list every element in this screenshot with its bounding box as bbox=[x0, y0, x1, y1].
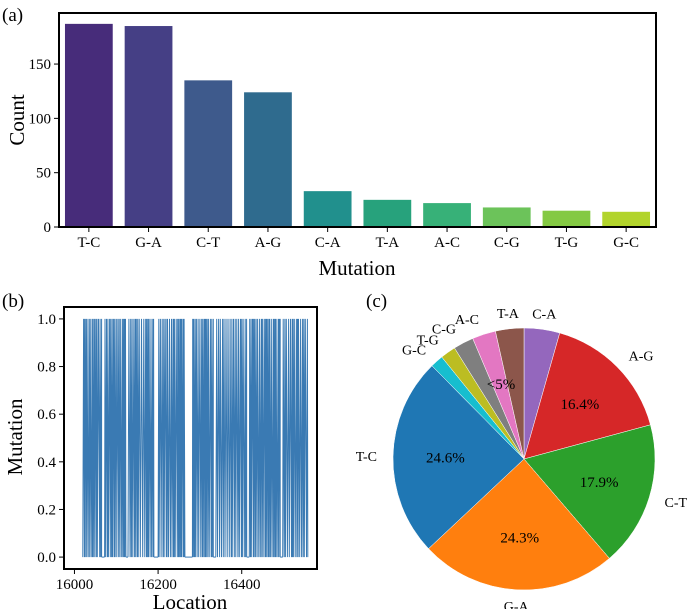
x-tick-label: G-C bbox=[613, 235, 639, 251]
bar-chart-ylabel: Count bbox=[5, 94, 29, 146]
pie-percent-label: 24.6% bbox=[426, 451, 465, 467]
pie-label: G-C bbox=[402, 343, 426, 358]
pie-percent-label: 17.9% bbox=[580, 475, 619, 491]
x-tick-label: 16000 bbox=[56, 577, 94, 593]
bar-C-G bbox=[482, 207, 531, 227]
panel-label-b: (b) bbox=[2, 291, 24, 312]
x-tick-label: T-C bbox=[77, 235, 100, 251]
pie-label: T-A bbox=[497, 307, 520, 322]
pie-label: T-G bbox=[417, 333, 439, 348]
mutation-series-line bbox=[82, 318, 309, 558]
x-tick-label: C-G bbox=[494, 235, 520, 251]
x-tick-label: 16400 bbox=[223, 577, 261, 593]
y-tick-label: 0.2 bbox=[37, 502, 56, 518]
bar-T-G bbox=[542, 210, 591, 227]
y-tick-label: 100 bbox=[29, 111, 52, 127]
x-tick-label: T-G bbox=[555, 235, 579, 251]
bar-T-A bbox=[363, 199, 412, 227]
line-chart-ylabel: Mutation bbox=[3, 398, 27, 475]
line-chart-frame bbox=[63, 306, 318, 570]
y-tick-label: 0.0 bbox=[37, 550, 56, 566]
bar-C-T bbox=[184, 80, 233, 227]
pie-percent-label: 24.3% bbox=[500, 530, 539, 546]
pie-percent-label: 16.4% bbox=[561, 397, 600, 413]
bar-T-C bbox=[64, 23, 113, 227]
bar-A-C bbox=[423, 203, 471, 227]
pie-slice-G-A bbox=[428, 458, 610, 591]
line-chart: 16000 16200 16400 0.0 0.2 0.4 0.6 0.8 1.0 bbox=[37, 312, 309, 593]
y-tick-label: 1.0 bbox=[37, 312, 56, 328]
pie-slice-C-T bbox=[523, 424, 656, 559]
pie-label: C-G bbox=[432, 323, 456, 338]
pie-label: G-A bbox=[504, 600, 530, 609]
bar-chart: T-C G-A C-T A-G C-A T-A A-C C-G T-G G-C 0 50 100 150 bbox=[29, 23, 651, 251]
panel-label-a: (a) bbox=[2, 5, 23, 26]
bar-chart-xlabel: Mutation bbox=[319, 256, 396, 280]
pie-label: A-G bbox=[629, 350, 654, 365]
bar-G-C bbox=[602, 211, 651, 227]
pie-label: A-C bbox=[455, 313, 479, 328]
line-chart-xlabel: Location bbox=[153, 590, 228, 609]
pie-slice-T-C bbox=[392, 365, 525, 550]
x-tick-label: 16200 bbox=[139, 577, 177, 593]
pie-small-slices-label: <5% bbox=[487, 377, 515, 393]
pie-label: C-A bbox=[532, 307, 557, 322]
x-tick-label: C-A bbox=[315, 235, 341, 251]
pie-chart: C-AA-G16.4%C-T17.9%G-A24.3%T-C 24.6%G-CT-… bbox=[356, 307, 688, 609]
pie-slice-A-G bbox=[523, 332, 651, 460]
x-tick-label: A-C bbox=[434, 235, 460, 251]
x-tick-label: G-A bbox=[135, 235, 162, 251]
y-tick-label: 0.6 bbox=[37, 407, 56, 423]
x-tick-label: A-G bbox=[255, 235, 282, 251]
pie-label: C-T bbox=[665, 496, 688, 511]
bar-C-A bbox=[303, 191, 352, 227]
y-tick-label: 0.4 bbox=[37, 455, 56, 471]
pie-slice-T-A bbox=[495, 327, 525, 460]
bar-A-G bbox=[244, 92, 292, 227]
bar-G-A bbox=[124, 26, 173, 227]
x-tick-label: C-T bbox=[196, 235, 220, 251]
y-tick-label: 50 bbox=[36, 166, 51, 182]
y-tick-label: 0 bbox=[44, 220, 52, 236]
y-tick-label: 0.8 bbox=[37, 360, 56, 376]
bar-chart-frame bbox=[58, 12, 657, 228]
x-tick-label: T-A bbox=[376, 235, 400, 251]
y-tick-label: 150 bbox=[29, 57, 52, 73]
pie-label: T-C bbox=[356, 450, 377, 465]
panel-label-c: (c) bbox=[366, 291, 387, 312]
